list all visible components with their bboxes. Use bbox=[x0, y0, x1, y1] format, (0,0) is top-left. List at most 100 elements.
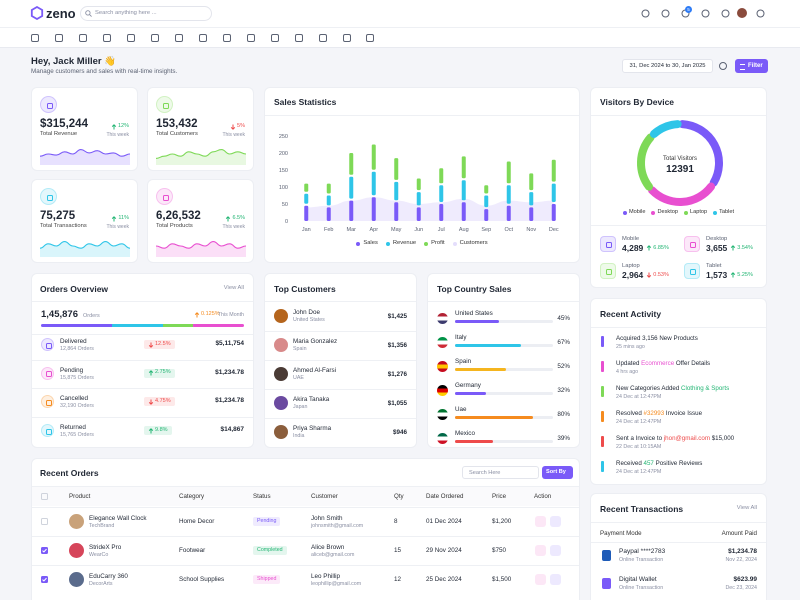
legend-item: Tablet bbox=[713, 209, 734, 216]
trend-arrow bbox=[731, 272, 736, 278]
activity-text-part: Acquired 3,156 New Products bbox=[616, 335, 698, 342]
nav-icon[interactable] bbox=[271, 34, 279, 42]
nav-icon[interactable] bbox=[79, 34, 87, 42]
header-icon[interactable] bbox=[661, 9, 670, 18]
kpi-label: Total Transactions bbox=[40, 223, 87, 229]
divider bbox=[32, 334, 253, 335]
view-button[interactable] bbox=[550, 545, 561, 556]
edit-button[interactable] bbox=[535, 516, 546, 527]
x-tick-label: Feb bbox=[324, 227, 333, 233]
icon-glyph bbox=[45, 371, 52, 378]
row-checkbox[interactable] bbox=[41, 518, 48, 525]
country-percent: 67% bbox=[557, 339, 570, 346]
device-icon bbox=[684, 263, 700, 279]
order-qty: 8 bbox=[394, 518, 398, 525]
check bbox=[42, 577, 47, 582]
customer-amount: $1,356 bbox=[387, 342, 407, 349]
kpi-value: 153,432 bbox=[156, 118, 198, 130]
legend-label: Desktop bbox=[657, 209, 678, 215]
header-icon-shape bbox=[701, 9, 710, 18]
sparkline-line bbox=[40, 149, 130, 157]
legend-item: Desktop bbox=[651, 209, 678, 216]
column-header: Customer bbox=[311, 493, 338, 500]
date-range[interactable]: 31, Dec 2024 to 30, Jan 2025 bbox=[622, 59, 713, 73]
legend-label: Profit bbox=[431, 240, 445, 246]
legend-swatch bbox=[683, 210, 688, 215]
view-all-link[interactable]: View All bbox=[736, 505, 757, 511]
header-icon[interactable] bbox=[641, 9, 650, 18]
device-value: 2,964 bbox=[622, 270, 644, 280]
filter-button[interactable]: Filter bbox=[735, 59, 768, 73]
product-name: Elegance Wall Clock bbox=[89, 515, 147, 522]
arrow-path bbox=[112, 216, 117, 222]
nav-icon[interactable] bbox=[366, 34, 374, 42]
edit-button[interactable] bbox=[535, 574, 546, 585]
trend: 6.85% bbox=[646, 245, 669, 251]
nav-icon[interactable] bbox=[175, 34, 183, 42]
row-checkbox[interactable] bbox=[41, 493, 48, 500]
trend: 11% bbox=[111, 216, 129, 222]
activity-text-part: Invoice Issue bbox=[664, 410, 703, 417]
view-button[interactable] bbox=[550, 574, 561, 585]
status-icon bbox=[41, 424, 54, 438]
icon-glyph bbox=[46, 194, 53, 201]
bar-segment bbox=[394, 202, 399, 221]
trend-value: 3.54% bbox=[737, 244, 753, 251]
legend-item: Profit bbox=[424, 240, 445, 247]
nav-icon[interactable] bbox=[31, 34, 39, 42]
customer-name: Alice Brown bbox=[311, 544, 345, 551]
customer-name: Priya Sharma bbox=[293, 425, 332, 432]
kpi-card: 75,275 Total Transactions 11% This week bbox=[31, 179, 138, 263]
order-date: 01 Dec 2024 bbox=[426, 518, 462, 525]
x-tick-label: Jun bbox=[414, 227, 423, 233]
view-all-link[interactable]: View All bbox=[223, 285, 244, 291]
customer-avatar bbox=[274, 425, 288, 439]
row-checkbox[interactable] bbox=[41, 576, 48, 583]
order-date: 29 Nov 2024 bbox=[426, 547, 462, 554]
nav-icon[interactable] bbox=[199, 34, 207, 42]
view-button[interactable] bbox=[550, 516, 561, 527]
column-header: Action bbox=[534, 493, 552, 500]
activity-marker bbox=[601, 386, 604, 397]
user-avatar[interactable] bbox=[737, 8, 747, 18]
nav-icon[interactable] bbox=[55, 34, 63, 42]
header-icon[interactable] bbox=[756, 9, 765, 18]
bar-segment bbox=[506, 161, 511, 184]
nav-icon[interactable] bbox=[319, 34, 327, 42]
trend: 12.5% bbox=[144, 340, 175, 349]
customer-amount: $946 bbox=[392, 429, 407, 436]
trend: 4.75% bbox=[144, 397, 175, 407]
trend-value: 2.75% bbox=[155, 369, 171, 376]
customer-country: UAE bbox=[293, 375, 304, 381]
kpi-card: 153,432 Total Customers 5% This week bbox=[147, 87, 254, 171]
header-icon[interactable] bbox=[701, 9, 710, 18]
nav-icon[interactable] bbox=[151, 34, 159, 42]
filter-icon bbox=[740, 64, 745, 70]
legend: Sales Revenue Profit Customers bbox=[265, 240, 579, 247]
sort-button[interactable]: Sort By bbox=[542, 466, 573, 479]
bar-segment bbox=[461, 156, 466, 179]
trend-arrow bbox=[230, 124, 236, 130]
customer-name: Akira Tanaka bbox=[293, 396, 330, 403]
table-search[interactable]: Search Here bbox=[462, 466, 539, 479]
settings-button[interactable] bbox=[719, 62, 727, 70]
header-icon[interactable] bbox=[721, 9, 730, 18]
divider bbox=[591, 327, 766, 328]
activity-text-part: Sent a Invoice to bbox=[616, 435, 664, 442]
nav-icon[interactable] bbox=[223, 34, 231, 42]
edit-button[interactable] bbox=[535, 545, 546, 556]
search-box[interactable]: Search anything here ... bbox=[80, 6, 212, 21]
activity-time: 25 mins ago bbox=[616, 344, 645, 350]
legend-label: Laptop bbox=[689, 209, 708, 215]
arrow-path bbox=[230, 124, 236, 130]
row-checkbox[interactable] bbox=[41, 547, 48, 554]
nav-icon[interactable] bbox=[127, 34, 135, 42]
nav-icon[interactable] bbox=[247, 34, 255, 42]
nav-icon[interactable] bbox=[295, 34, 303, 42]
y-tick-label: 150 bbox=[279, 168, 288, 174]
column-header: Status bbox=[253, 493, 271, 500]
nav-icon[interactable] bbox=[103, 34, 111, 42]
nav-icon[interactable] bbox=[343, 34, 351, 42]
country-percent: 45% bbox=[557, 315, 570, 322]
legend-swatch bbox=[622, 210, 627, 215]
